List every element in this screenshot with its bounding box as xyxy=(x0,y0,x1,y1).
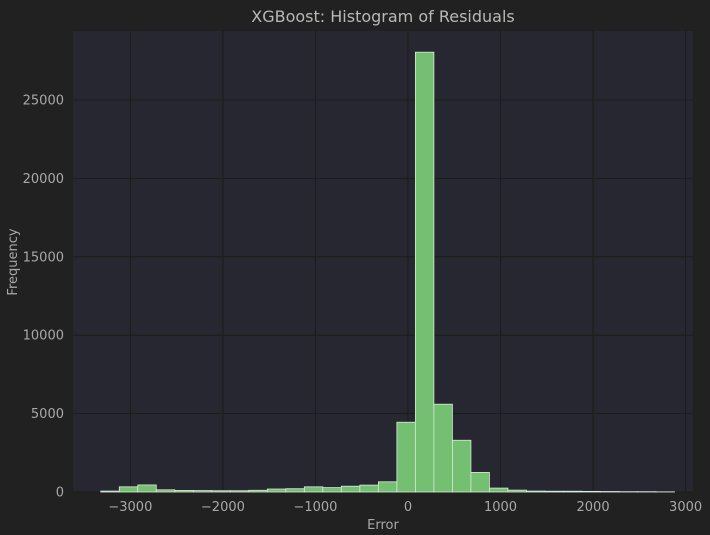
histogram-bar xyxy=(155,489,176,493)
y-tick-label: 0 xyxy=(56,486,64,501)
histogram-bar xyxy=(322,487,342,493)
y-axis-ticks: 0 5000 10000 15000 20000 25000 xyxy=(23,93,64,500)
y-axis-label: Frequency xyxy=(6,228,21,295)
x-tick-label: 3000 xyxy=(669,500,702,515)
histogram-bar xyxy=(544,490,564,493)
histogram-bar xyxy=(414,51,435,493)
histogram-bar xyxy=(470,471,490,493)
histogram-bar xyxy=(563,490,583,493)
y-tick-label: 20000 xyxy=(23,172,64,187)
histogram-bar xyxy=(489,487,509,493)
histogram-bar xyxy=(507,489,527,493)
chart-title: XGBoost: Histogram of Residuals xyxy=(251,7,515,26)
y-tick-label: 10000 xyxy=(23,329,64,344)
x-tick-label: −3000 xyxy=(108,500,152,515)
histogram-bar xyxy=(526,490,546,493)
histogram-bar xyxy=(248,489,268,493)
histogram-bar xyxy=(137,484,157,493)
histogram-bar xyxy=(581,490,601,493)
x-tick-label: 2000 xyxy=(577,500,610,515)
histogram-bar xyxy=(396,421,416,493)
histogram-bars xyxy=(100,51,675,493)
y-tick-label: 25000 xyxy=(23,93,64,108)
histogram-bar xyxy=(118,486,139,493)
histogram-bar xyxy=(303,486,324,493)
histogram-bar xyxy=(174,490,194,493)
histogram-bar xyxy=(377,481,398,493)
y-tick-label: 15000 xyxy=(23,250,64,265)
histogram-bar xyxy=(192,490,213,493)
plot-area xyxy=(73,31,693,492)
histogram-bar xyxy=(452,439,472,493)
histogram-bar xyxy=(100,490,120,493)
y-tick-label: 5000 xyxy=(31,407,64,422)
x-axis-ticks: −3000 −2000 −1000 0 1000 2000 3000 xyxy=(108,500,702,515)
x-tick-label: −1000 xyxy=(293,500,337,515)
x-axis-label: Error xyxy=(367,518,399,533)
histogram-bar xyxy=(359,484,379,493)
histogram-bar xyxy=(433,403,453,493)
histogram-bar xyxy=(340,485,361,493)
histogram-bar xyxy=(211,490,231,493)
histogram-bar xyxy=(285,488,305,493)
x-tick-label: 1000 xyxy=(484,500,517,515)
histogram-bar xyxy=(229,490,250,493)
x-tick-label: −2000 xyxy=(201,500,245,515)
histogram-bar xyxy=(266,488,287,493)
x-tick-label: 0 xyxy=(404,500,412,515)
